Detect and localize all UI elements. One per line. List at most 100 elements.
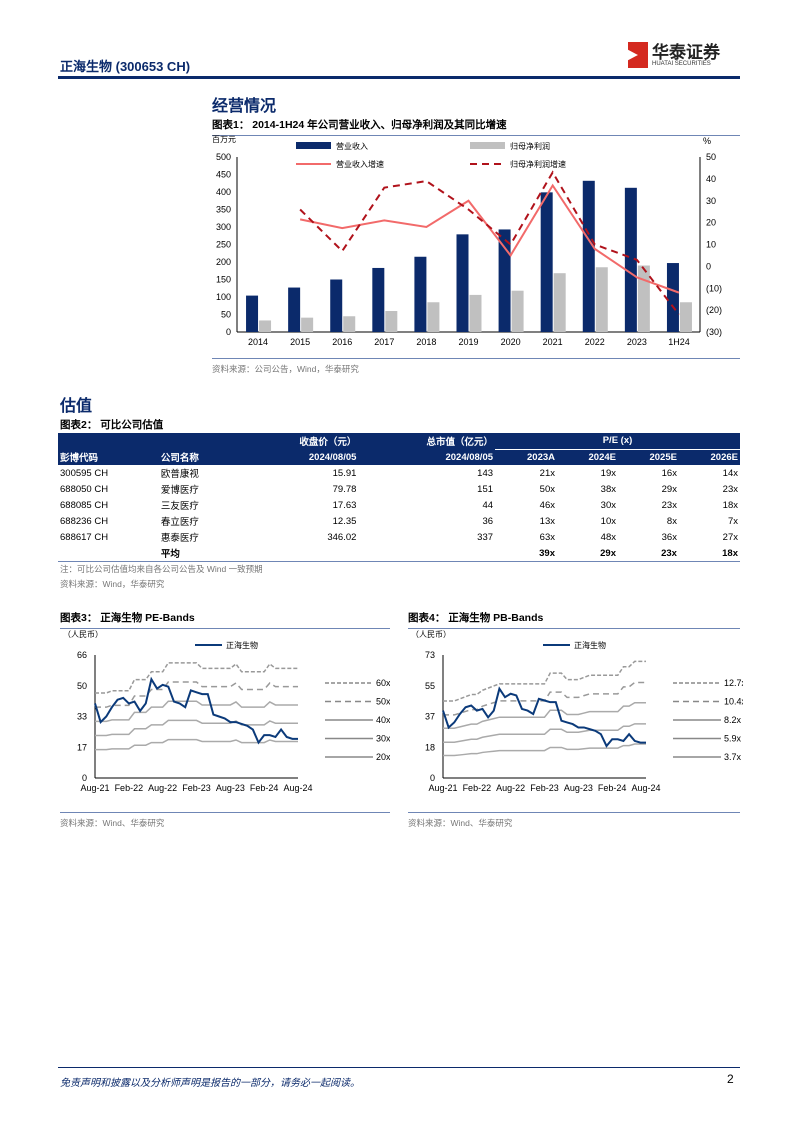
x-tick-label: Feb-22 bbox=[463, 783, 492, 793]
table-cell: 688617 CH bbox=[60, 531, 109, 543]
table-cell: 18x bbox=[722, 499, 738, 511]
y-tick-label: 0 bbox=[82, 773, 87, 783]
col-price: 收盘价（元） bbox=[240, 433, 359, 449]
table-cell: 44 bbox=[482, 499, 494, 511]
price-legend-label: 正海生物 bbox=[574, 640, 606, 650]
col-2026e: 2026E bbox=[678, 449, 740, 465]
table-cell: 346.02 bbox=[327, 531, 357, 543]
table-cell: 欧普康视 bbox=[160, 469, 199, 480]
fig3-source: 资料来源：Wind、华泰研究 bbox=[60, 812, 390, 829]
col-pe: P/E (x) bbox=[495, 433, 740, 450]
table-cell: 23x bbox=[661, 499, 677, 511]
table-cell: 8x bbox=[666, 515, 677, 527]
net-profit-bar bbox=[595, 267, 608, 332]
page-number: 2 bbox=[727, 1072, 734, 1086]
table-cell: 46x bbox=[539, 499, 555, 511]
table-cell: 爱博医疗 bbox=[160, 485, 199, 496]
y-axis-label: （人民币） bbox=[63, 630, 103, 639]
x-tick-label: Aug-24 bbox=[631, 783, 660, 793]
revenue-bar bbox=[540, 192, 553, 332]
net-profit-bar bbox=[385, 311, 398, 332]
x-tick-label: Feb-23 bbox=[530, 783, 559, 793]
col-name: 公司名称 bbox=[158, 449, 241, 465]
band-line bbox=[443, 743, 646, 757]
y2-tick-label: (20) bbox=[706, 305, 722, 315]
comparable-valuation-table: 收盘价（元） 总市值（亿元） P/E (x) 彭博代码 公司名称 2024/08/05 2… bbox=[58, 433, 740, 562]
x-tick-label: Aug-23 bbox=[216, 783, 245, 793]
legend-swatch-revenue bbox=[296, 142, 331, 149]
average-value: 18x bbox=[678, 545, 740, 562]
x-tick-label: 2023 bbox=[627, 337, 647, 347]
y-tick-label: 400 bbox=[216, 187, 231, 197]
revenue-bar bbox=[414, 256, 427, 332]
fig4-title: 图表4： 正海生物 PB-Bands bbox=[408, 610, 740, 629]
table-row: 688050 CH 爱博医疗 79.78 151 50x 38x 29x 23x bbox=[58, 481, 740, 497]
average-row: 平均 39x 29x 23x 18x bbox=[58, 545, 740, 562]
col-code: 彭博代码 bbox=[58, 449, 159, 465]
table-cell bbox=[240, 545, 359, 562]
fig1-source: 资料来源：公司公告，Wind，华泰研究 bbox=[212, 358, 740, 375]
table-cell: 50x bbox=[539, 483, 555, 495]
band-line bbox=[95, 681, 298, 708]
y-tick-label: 250 bbox=[216, 240, 231, 250]
table-cell: 79.78 bbox=[332, 483, 357, 495]
table-row: 688085 CH 三友医疗 17.63 44 46x 30x 23x 18x bbox=[58, 497, 740, 513]
y-tick-label: 17 bbox=[77, 742, 87, 752]
table-cell: 7x bbox=[727, 515, 738, 527]
price-legend-label: 正海生物 bbox=[226, 640, 258, 650]
legend-label: 归母净利润增速 bbox=[510, 159, 566, 169]
y2-tick-label: 40 bbox=[706, 174, 716, 184]
table-cell: 337 bbox=[477, 531, 494, 543]
x-tick-label: Aug-21 bbox=[428, 783, 457, 793]
table-cell: 38x bbox=[600, 483, 616, 495]
table-cell: 688085 CH bbox=[60, 499, 109, 511]
col-2024e: 2024E bbox=[557, 449, 618, 465]
table-cell bbox=[58, 545, 159, 562]
y2-tick-label: 0 bbox=[706, 261, 711, 271]
table-cell bbox=[358, 545, 496, 562]
price-line bbox=[94, 676, 298, 745]
x-tick-label: 2015 bbox=[290, 337, 310, 347]
disclaimer: 免责声明和披露以及分析师声明是报告的一部分，请务必一起阅读。 bbox=[60, 1078, 360, 1089]
band-legend-label: 40x bbox=[376, 715, 390, 725]
table-cell: 10x bbox=[600, 515, 616, 527]
table-cell: 17.63 bbox=[332, 499, 357, 511]
table-cell: 30x bbox=[600, 499, 616, 511]
table-cell: 23x bbox=[722, 483, 738, 495]
x-tick-label: Feb-24 bbox=[598, 783, 627, 793]
table-cell: 21x bbox=[539, 467, 555, 479]
y2-axis-label: % bbox=[703, 136, 711, 146]
x-tick-label: 2014 bbox=[248, 337, 268, 347]
band-legend-label: 60x bbox=[376, 678, 390, 688]
y-axis-label: （人民币） bbox=[411, 630, 451, 639]
revenue-bar bbox=[666, 263, 679, 332]
table-cell: 688050 CH bbox=[60, 483, 109, 495]
table-cell: 19x bbox=[600, 467, 616, 479]
band-legend-label: 5.9x bbox=[724, 734, 742, 744]
table-cell: 688236 CH bbox=[60, 515, 109, 527]
y-tick-label: 66 bbox=[77, 650, 87, 660]
table-cell: 16x bbox=[661, 467, 677, 479]
y-tick-label: 450 bbox=[216, 170, 231, 180]
legend-swatch-profit bbox=[470, 142, 505, 149]
band-legend-label: 3.7x bbox=[724, 752, 742, 762]
band-line bbox=[95, 738, 298, 751]
average-value: 39x bbox=[495, 545, 557, 562]
revenue-bar bbox=[498, 229, 511, 332]
x-tick-label: 2016 bbox=[332, 337, 352, 347]
y-axis-label: 百万元 bbox=[212, 135, 236, 144]
x-tick-label: 2019 bbox=[458, 337, 478, 347]
band-legend-label: 8.2x bbox=[724, 715, 742, 725]
band-legend-label: 50x bbox=[376, 697, 390, 707]
band-line bbox=[443, 701, 646, 730]
average-value: 29x bbox=[557, 545, 618, 562]
y-tick-label: 350 bbox=[216, 205, 231, 215]
footer-divider bbox=[58, 1067, 740, 1068]
table-cell: 12.35 bbox=[332, 515, 357, 527]
net-profit-bar bbox=[301, 317, 314, 332]
table-row: 688617 CH 惠泰医疗 346.02 337 63x 48x 36x 27x bbox=[58, 529, 740, 545]
fig2-source: 资料来源：Wind，华泰研究 bbox=[60, 579, 165, 589]
revenue-bar bbox=[624, 187, 637, 332]
table-cell: 14x bbox=[722, 467, 738, 479]
net-profit-bar bbox=[553, 273, 566, 332]
